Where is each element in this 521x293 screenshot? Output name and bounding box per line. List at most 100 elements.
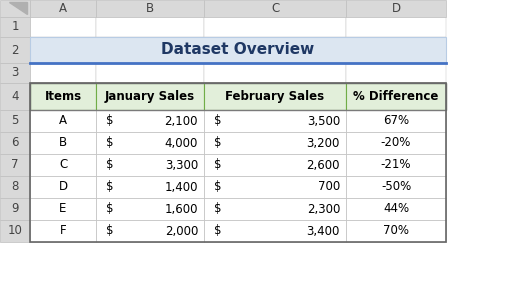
- Bar: [346, 132, 446, 154]
- Bar: [0, 17, 30, 37]
- Bar: [30, 17, 96, 37]
- Bar: [0, 110, 30, 132]
- Bar: [204, 220, 346, 242]
- Text: $: $: [106, 224, 114, 238]
- Text: 3,500: 3,500: [307, 115, 340, 127]
- Text: B: B: [59, 137, 67, 149]
- Bar: [0, 132, 30, 154]
- Text: A: A: [59, 115, 67, 127]
- Text: $: $: [106, 137, 114, 149]
- Bar: [30, 110, 96, 132]
- Bar: [204, 63, 346, 83]
- Bar: [0, 0, 30, 17]
- Text: 5: 5: [11, 115, 19, 127]
- Text: % Difference: % Difference: [353, 90, 439, 103]
- Text: $: $: [106, 159, 114, 171]
- Text: 3: 3: [11, 67, 19, 79]
- Bar: [96, 132, 204, 154]
- Bar: [0, 83, 30, 110]
- Bar: [204, 110, 346, 132]
- Text: 8: 8: [11, 180, 19, 193]
- Bar: [346, 198, 446, 220]
- Text: Dataset Overview: Dataset Overview: [162, 42, 315, 57]
- Bar: [96, 176, 204, 198]
- Bar: [346, 220, 446, 242]
- Bar: [30, 0, 96, 17]
- Text: $: $: [214, 137, 221, 149]
- Text: $: $: [214, 159, 221, 171]
- Bar: [30, 154, 96, 176]
- Text: February Sales: February Sales: [226, 90, 325, 103]
- Text: C: C: [271, 2, 279, 15]
- Text: 7: 7: [11, 159, 19, 171]
- Text: 4,000: 4,000: [165, 137, 198, 149]
- Text: $: $: [106, 202, 114, 215]
- Bar: [30, 37, 446, 63]
- Bar: [346, 63, 446, 83]
- Text: 1,600: 1,600: [165, 202, 198, 215]
- Text: 3,300: 3,300: [165, 159, 198, 171]
- Text: $: $: [106, 115, 114, 127]
- Bar: [0, 63, 30, 83]
- Bar: [0, 198, 30, 220]
- Bar: [0, 220, 30, 242]
- Text: 700: 700: [318, 180, 340, 193]
- Text: 44%: 44%: [383, 202, 409, 215]
- Text: 1,400: 1,400: [165, 180, 198, 193]
- Text: C: C: [59, 159, 67, 171]
- Text: $: $: [214, 224, 221, 238]
- Text: D: D: [58, 180, 68, 193]
- Bar: [0, 37, 30, 63]
- Bar: [30, 176, 96, 198]
- Text: -20%: -20%: [381, 137, 411, 149]
- Text: $: $: [214, 115, 221, 127]
- Bar: [346, 110, 446, 132]
- Bar: [30, 83, 446, 242]
- Bar: [204, 0, 346, 17]
- Text: 9: 9: [11, 202, 19, 215]
- Bar: [0, 176, 30, 198]
- Bar: [204, 176, 346, 198]
- Bar: [96, 198, 204, 220]
- Bar: [96, 0, 204, 17]
- Text: B: B: [146, 2, 154, 15]
- Bar: [204, 154, 346, 176]
- Bar: [96, 220, 204, 242]
- Text: 2: 2: [11, 43, 19, 57]
- Bar: [96, 17, 204, 37]
- Text: $: $: [214, 202, 221, 215]
- Bar: [30, 63, 96, 83]
- Bar: [0, 154, 30, 176]
- Text: -50%: -50%: [381, 180, 411, 193]
- Text: A: A: [59, 2, 67, 15]
- Text: 3,400: 3,400: [307, 224, 340, 238]
- Bar: [346, 0, 446, 17]
- Text: D: D: [391, 2, 401, 15]
- Bar: [204, 198, 346, 220]
- Bar: [96, 110, 204, 132]
- Text: 10: 10: [8, 224, 22, 238]
- Text: 70%: 70%: [383, 224, 409, 238]
- Bar: [30, 83, 446, 110]
- Text: 2,300: 2,300: [307, 202, 340, 215]
- Text: 2,000: 2,000: [165, 224, 198, 238]
- Bar: [96, 83, 204, 110]
- Text: $: $: [214, 180, 221, 193]
- Text: $: $: [106, 180, 114, 193]
- Bar: [204, 132, 346, 154]
- Text: 2,100: 2,100: [165, 115, 198, 127]
- Text: 2,600: 2,600: [306, 159, 340, 171]
- Text: Items: Items: [44, 90, 82, 103]
- Bar: [30, 220, 96, 242]
- Bar: [30, 198, 96, 220]
- Bar: [204, 17, 346, 37]
- Text: F: F: [60, 224, 66, 238]
- Polygon shape: [9, 2, 27, 13]
- Text: -21%: -21%: [381, 159, 411, 171]
- Bar: [204, 83, 346, 110]
- Text: 6: 6: [11, 137, 19, 149]
- Text: 4: 4: [11, 90, 19, 103]
- Bar: [346, 17, 446, 37]
- Text: 67%: 67%: [383, 115, 409, 127]
- Bar: [96, 63, 204, 83]
